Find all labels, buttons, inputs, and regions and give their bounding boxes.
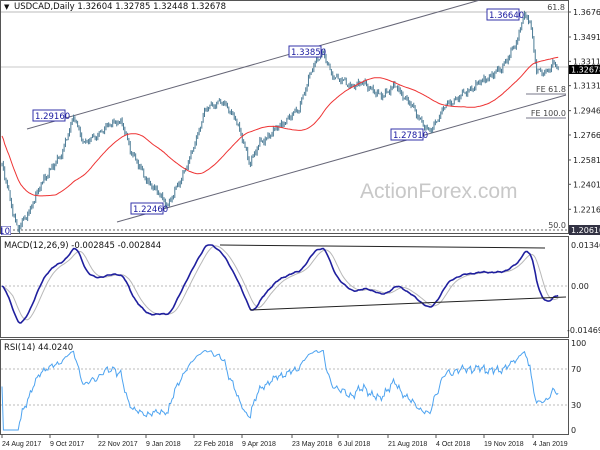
date-axis: 24 Aug 2017 9 Oct 2017 22 Nov 2017 9 Jan 20… [1,435,568,448]
rsi-tick-70: 70 [571,365,581,374]
price-tick-label: 1.27660 [573,131,600,140]
rsi-line [1,349,559,431]
current-price-box [569,65,600,74]
svg-text:1.22460: 1.22460 [133,205,168,215]
date-tick-label: 4 Jan 2019 [533,441,568,448]
macd-panel [0,236,569,338]
price-tick-label: 1.36760 [573,8,600,17]
price-tick-label: 1.33110 [573,57,600,66]
date-tick-label: 9 Jan 2018 [146,441,181,448]
svg-text:1.29160: 1.29160 [35,112,70,122]
svg-text:1.36640: 1.36640 [489,11,524,21]
date-tick-label: 21 Aug 2018 [388,441,427,448]
triangle-down-icon[interactable]: ▼ [4,3,10,11]
macd-upper-trendline[interactable] [219,244,546,249]
swing-label-3: 1.33850 [288,45,326,58]
macd-line [1,244,559,324]
date-tick-label: 23 May 2018 [292,441,333,448]
macd-lower-trendline[interactable] [249,296,567,311]
svg-text:1.27810: 1.27810 [393,131,428,141]
rsi-tick-0: 0 [571,426,576,435]
bottom-level-box [569,225,600,235]
rsi-tick-100: 100 [571,339,586,348]
upper-channel-line[interactable] [26,0,481,130]
date-tick-label: 19 Nov 2018 [484,441,524,448]
price-tick-label: 1.34910 [573,33,600,42]
date-tick-label: 9 Apr 2018 [242,441,276,448]
chart-title: USDCAD,Daily 1.32604 1.32785 1.32448 1.3… [14,2,226,12]
date-tick-label: 6 Jul 2018 [338,441,370,448]
swing-label-1: 1.29160 [32,109,70,122]
fe-100-label: FE 100.0 [531,109,566,118]
rsi-title: RSI(14) 44.0240 [4,343,73,353]
swing-label-5: 1.36640 [486,8,524,21]
price-tick-label: 1.22160 [573,205,600,214]
price-axis: 1.36760 1.34910 1.33110 1.31310 1.29460 1.276… [568,8,600,214]
svg-text:1.20610: 1.20610 [0,227,10,237]
swing-label-4: 1.27810 [390,128,428,141]
svg-text:1.33850: 1.33850 [291,48,326,58]
rsi-panel [0,339,569,435]
date-tick-label: 22 Nov 2017 [98,441,138,448]
date-tick-label: 4 Oct 2018 [436,441,470,448]
bottom-level-value: 1.20610 [571,226,600,235]
watermark: ActionForex.com [360,180,518,203]
price-tick-label: 1.31310 [573,82,600,91]
date-tick-label: 24 Aug 2017 [2,441,41,448]
fib-50-label: 50.0 [548,221,566,230]
macd-signal-line [1,245,559,321]
price-panel [0,0,569,234]
fib-618-label: 61.8 [547,3,565,12]
rsi-tick-30: 30 [571,401,581,410]
macd-tick-bottom: -0.014694 [567,326,600,335]
price-bars [1,10,559,234]
swing-label-2: 1.22460 [130,202,168,215]
date-tick-label: 9 Oct 2017 [50,441,84,448]
price-tick-label: 1.29460 [573,107,600,116]
current-price-value: 1.32678 [571,66,600,75]
macd-tick-top: 0.013461 [571,241,600,250]
lower-channel-line[interactable] [116,94,567,223]
fe-618-label: FE 61.8 [536,85,566,94]
macd-title: MACD(12,26,9) -0.002845 -0.002844 [4,241,161,251]
moving-average-line [1,56,559,197]
macd-tick-zero: 0.00 [571,282,589,291]
bottom-level-label: 1.20610 [0,226,11,237]
price-tick-label: 1.25810 [573,156,600,165]
date-tick-label: 22 Feb 2018 [194,441,233,448]
